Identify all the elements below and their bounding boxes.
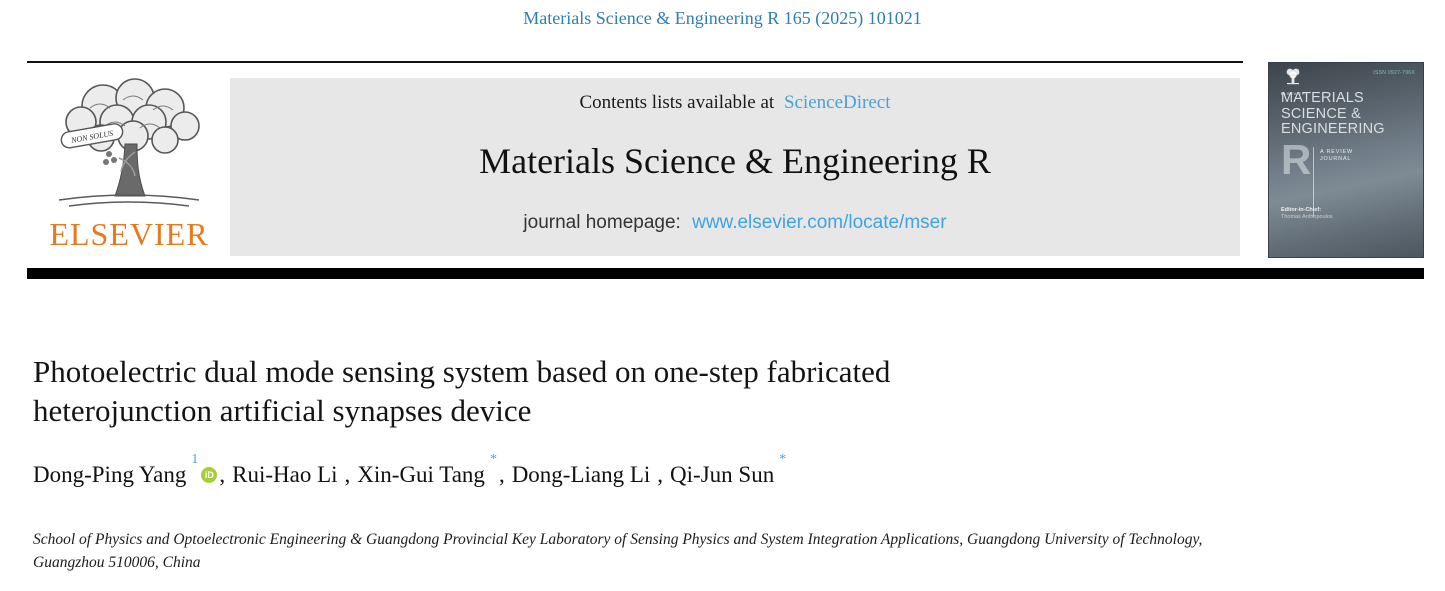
cover-title-line2: SCIENCE & bbox=[1281, 105, 1361, 122]
author-qi-jun-sun: Qi-Jun Sun* bbox=[670, 452, 787, 487]
contents-line: Contents lists available at ScienceDirec… bbox=[230, 92, 1240, 114]
article-title-line1: Photoelectric dual mode sensing system b… bbox=[33, 354, 891, 389]
journal-citation: Materials Science & Engineering R 165 (2… bbox=[523, 8, 922, 28]
cover-issn: ISSN 0927-796X bbox=[1373, 70, 1415, 76]
cover-editor-block: Editor-in-Chief: Thomas Anthopoulos bbox=[1281, 207, 1333, 221]
journal-homepage-link[interactable]: www.elsevier.com/locate/mser bbox=[692, 212, 947, 233]
author-dong-ping-yang: Dong-Ping Yang1iD, bbox=[33, 452, 226, 487]
author-dong-liang-li: Dong-Liang Li, bbox=[511, 462, 664, 487]
elsevier-wordmark: ELSEVIER bbox=[49, 216, 209, 252]
journal-header-banner: Contents lists available at ScienceDirec… bbox=[230, 78, 1240, 256]
contents-prefix: Contents lists available at bbox=[579, 92, 775, 113]
cover-title-line3: ENGINEERING bbox=[1281, 121, 1385, 137]
header-bottom-bar bbox=[27, 268, 1424, 279]
cover-elsevier-mini-logo: ELSEVIER bbox=[1280, 68, 1306, 96]
cover-title-line1: MATERIALS bbox=[1281, 90, 1364, 106]
cover-vertical-divider bbox=[1313, 147, 1314, 217]
corresponding-author-marker[interactable]: * bbox=[489, 452, 497, 468]
author-affiliation-marker[interactable]: 1 bbox=[191, 452, 199, 468]
editor-in-chief-label: Editor-in-Chief: bbox=[1281, 207, 1322, 213]
journal-cover-thumbnail: ELSEVIER ISSN 0927-796X MATERIALS SCIENC… bbox=[1268, 62, 1424, 258]
elsevier-logo: NON SOLUS ELSEVIER bbox=[28, 76, 230, 256]
article-title: Photoelectric dual mode sensing system b… bbox=[33, 352, 1213, 430]
header-top-rule bbox=[27, 61, 1243, 63]
cover-elsevier-label: ELSEVIER bbox=[1280, 91, 1306, 96]
homepage-label: journal homepage: bbox=[523, 212, 681, 233]
cover-journal-title: MATERIALS SCIENCE & ENGINEERING bbox=[1281, 90, 1385, 138]
affiliation-text: School of Physics and Optoelectronic Eng… bbox=[33, 531, 1203, 571]
author-xin-gui-tang: Xin-Gui Tang*, bbox=[357, 452, 505, 487]
editor-in-chief-name: Thomas Anthopoulos bbox=[1281, 214, 1333, 220]
cover-big-letter-R: R bbox=[1281, 136, 1312, 183]
homepage-line: journal homepage: www.elsevier.com/locat… bbox=[230, 212, 1240, 234]
author-list: Dong-Ping Yang1iD, Rui-Hao Li, Xin-Gui Tan… bbox=[33, 452, 1283, 488]
cover-tree-icon bbox=[1286, 68, 1300, 85]
journal-title: Materials Science & Engineering R bbox=[479, 141, 991, 181]
cover-tagline: A REVIEW JOURNAL bbox=[1320, 149, 1353, 162]
sciencedirect-link[interactable]: ScienceDirect bbox=[783, 92, 891, 113]
article-title-line2: heterojunction artificial synapses devic… bbox=[33, 393, 532, 428]
elsevier-tree-icon: NON SOLUS bbox=[58, 78, 200, 207]
orcid-icon[interactable]: iD bbox=[201, 467, 218, 483]
corresponding-author-marker[interactable]: * bbox=[779, 452, 787, 468]
author-rui-hao-li: Rui-Hao Li, bbox=[232, 462, 351, 487]
